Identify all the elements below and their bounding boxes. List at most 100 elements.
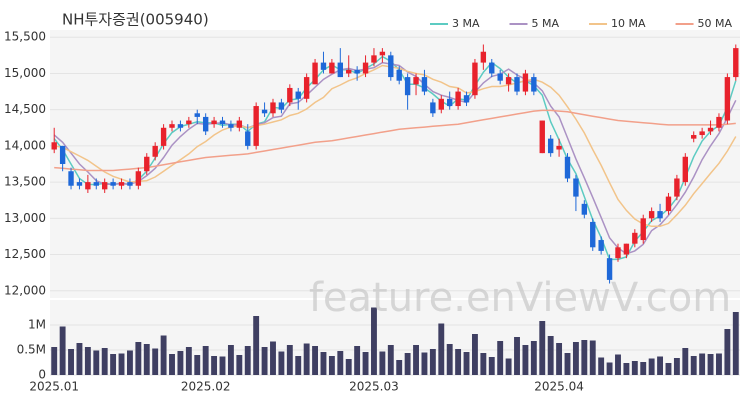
volume-bar bbox=[471, 334, 478, 375]
candle-body bbox=[186, 120, 192, 125]
ma-line bbox=[54, 64, 737, 228]
volume-bar bbox=[404, 353, 411, 375]
x-tick-label: 2025.01 bbox=[29, 380, 79, 394]
volume-bar bbox=[631, 361, 638, 375]
candle-body bbox=[640, 218, 646, 241]
volume-bar bbox=[236, 355, 243, 375]
candle-body bbox=[489, 62, 495, 74]
candle-body bbox=[76, 182, 83, 186]
volume-bar bbox=[169, 354, 175, 375]
y-tick-label: 12,000 bbox=[4, 283, 46, 297]
volume-bar bbox=[438, 323, 445, 375]
candle-body bbox=[329, 62, 335, 74]
candle-body bbox=[261, 109, 268, 114]
candle-body bbox=[724, 77, 731, 121]
volume-bar bbox=[429, 349, 436, 375]
candle-body bbox=[674, 178, 680, 197]
candle-body bbox=[447, 98, 453, 107]
candle-body bbox=[379, 51, 386, 56]
candle-body bbox=[404, 77, 411, 96]
candle-body bbox=[135, 171, 142, 186]
volume-bar bbox=[623, 363, 630, 375]
volume-bar bbox=[522, 345, 529, 375]
y-tick-label: 0 bbox=[38, 368, 46, 382]
candle-body bbox=[598, 240, 604, 251]
volume-bar bbox=[68, 349, 74, 375]
legend-label: 10 MA bbox=[611, 17, 646, 30]
price-plot-area bbox=[50, 30, 740, 298]
volume-bar bbox=[76, 343, 83, 375]
candle-body bbox=[396, 69, 402, 81]
volume-bar bbox=[673, 358, 680, 375]
volume-bar bbox=[253, 316, 260, 375]
volume-bar bbox=[707, 354, 714, 375]
candle-body bbox=[194, 113, 200, 117]
candle-body bbox=[371, 55, 377, 63]
volume-bar bbox=[362, 352, 369, 375]
volume-bar bbox=[657, 356, 664, 375]
volume-bar bbox=[514, 337, 520, 375]
volume-bar bbox=[160, 335, 167, 375]
candle-body bbox=[505, 77, 512, 85]
volume-bar bbox=[581, 340, 588, 375]
y-tick-label: 14,500 bbox=[4, 102, 46, 116]
candle-body bbox=[236, 120, 243, 128]
candle-body bbox=[455, 91, 461, 107]
volume-bar bbox=[446, 344, 453, 375]
volume-bar bbox=[455, 349, 462, 375]
volume-bar bbox=[278, 351, 285, 375]
candle-body bbox=[362, 62, 369, 74]
volume-bar bbox=[606, 362, 613, 375]
volume-bar bbox=[211, 356, 218, 375]
volume-bar bbox=[371, 307, 377, 375]
legend-label: 50 MA bbox=[698, 17, 733, 30]
volume-bar bbox=[724, 329, 731, 375]
volume-bar bbox=[589, 340, 596, 375]
volume-bar bbox=[101, 348, 108, 375]
ma-line bbox=[54, 109, 736, 172]
volume-bar bbox=[177, 351, 184, 375]
candle-body bbox=[665, 196, 672, 212]
candle-body bbox=[85, 182, 91, 190]
volume-bar bbox=[185, 347, 192, 375]
volume-bar bbox=[320, 352, 327, 375]
y-tick-label: 12,500 bbox=[4, 247, 46, 261]
volume-bar bbox=[118, 353, 125, 375]
volume-bar bbox=[59, 326, 66, 375]
y-tick-label: 15,500 bbox=[4, 30, 46, 44]
volume-bar bbox=[126, 350, 133, 375]
candle-body bbox=[657, 211, 663, 219]
volume-bar bbox=[530, 341, 537, 375]
candle-body bbox=[278, 102, 285, 110]
candle-body bbox=[228, 124, 234, 128]
volume-bar bbox=[682, 348, 689, 375]
volume-bar bbox=[396, 360, 403, 375]
volume-bar bbox=[354, 346, 361, 375]
candle-body bbox=[564, 156, 571, 179]
candle-body bbox=[169, 124, 175, 128]
candle-body bbox=[606, 258, 613, 280]
volume-bar bbox=[295, 356, 302, 375]
candle-body bbox=[337, 62, 343, 78]
y-tick-label: 15,000 bbox=[4, 66, 46, 80]
candle-body bbox=[93, 182, 99, 186]
y-tick-label: 0.5M bbox=[17, 343, 46, 357]
candle-body bbox=[547, 138, 554, 154]
volume-bar bbox=[219, 356, 226, 375]
candle-body bbox=[245, 131, 251, 146]
volume-bar bbox=[51, 347, 58, 375]
candle-body bbox=[118, 182, 125, 186]
ma-line bbox=[53, 61, 737, 255]
volume-bar bbox=[665, 363, 672, 375]
candle-body bbox=[716, 116, 722, 128]
volume-bar bbox=[345, 359, 352, 375]
candle-body bbox=[413, 77, 419, 85]
candle-body bbox=[219, 120, 226, 125]
candle-body bbox=[590, 221, 596, 248]
y-tick-label: 14,000 bbox=[4, 138, 46, 152]
candle-body bbox=[632, 232, 638, 244]
volume-bar bbox=[387, 345, 394, 375]
candle-body bbox=[127, 182, 133, 186]
candle-body bbox=[102, 182, 108, 190]
candle-body bbox=[615, 247, 621, 259]
